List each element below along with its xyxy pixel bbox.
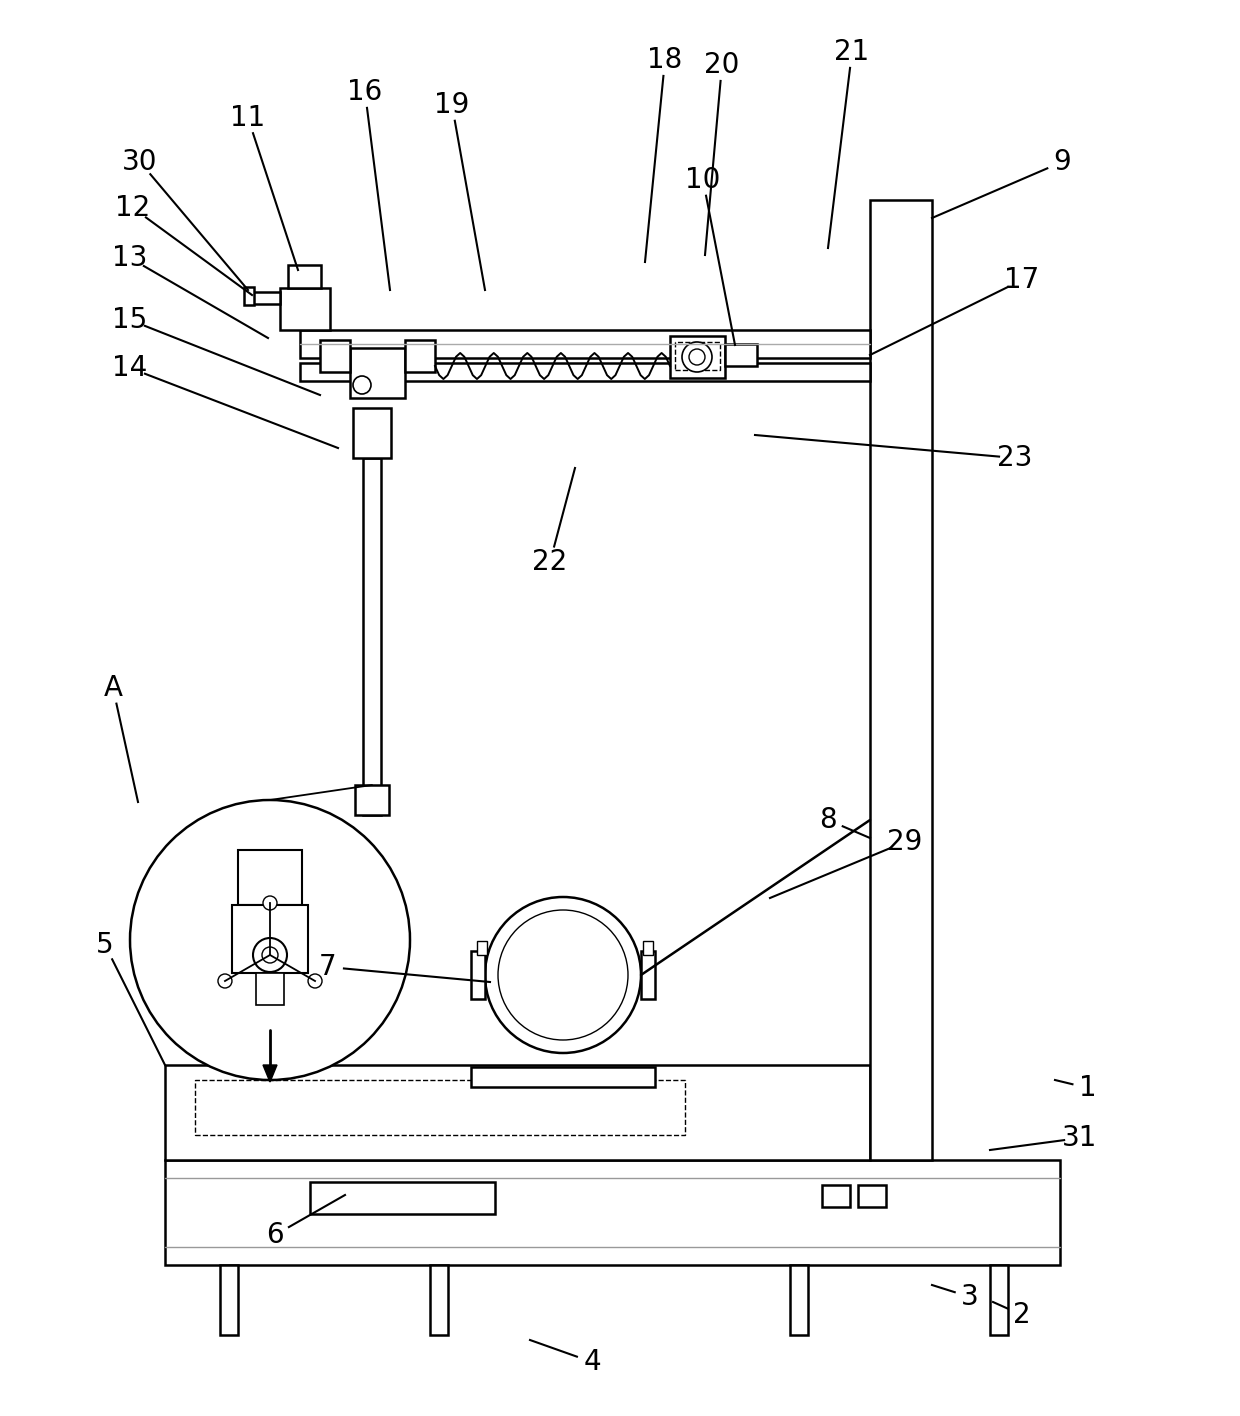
Text: A: A	[103, 674, 123, 702]
Bar	[641, 952, 655, 1000]
Bar	[790, 1264, 808, 1335]
Text: 11: 11	[231, 103, 265, 132]
Circle shape	[485, 896, 641, 1054]
Bar	[858, 1185, 887, 1206]
Bar	[670, 336, 725, 378]
Text: 1: 1	[1079, 1073, 1097, 1102]
Bar	[350, 348, 405, 398]
Bar	[165, 1160, 1060, 1264]
Text: 3: 3	[961, 1283, 978, 1311]
Text: 17: 17	[1004, 266, 1039, 295]
Text: 8: 8	[820, 806, 837, 834]
Bar	[300, 362, 870, 381]
Text: 10: 10	[686, 166, 720, 194]
Text: 19: 19	[434, 91, 470, 119]
Circle shape	[498, 910, 627, 1039]
Bar	[477, 942, 487, 954]
Text: 21: 21	[835, 38, 869, 67]
Bar	[353, 408, 391, 457]
Bar	[252, 292, 280, 304]
Bar	[280, 287, 330, 330]
Circle shape	[218, 974, 232, 988]
Circle shape	[353, 377, 371, 394]
Text: 29: 29	[888, 828, 923, 857]
Text: 16: 16	[347, 78, 383, 106]
Text: 31: 31	[1063, 1124, 1097, 1153]
Bar	[300, 330, 870, 358]
Bar	[288, 265, 321, 287]
Text: 9: 9	[1053, 149, 1071, 176]
Circle shape	[689, 348, 706, 365]
Text: 22: 22	[532, 548, 568, 576]
Text: 30: 30	[123, 149, 157, 176]
Text: 2: 2	[1013, 1301, 1030, 1330]
Bar	[471, 952, 485, 1000]
Bar	[232, 905, 308, 973]
Bar	[874, 202, 928, 1158]
Bar	[822, 1185, 849, 1206]
Circle shape	[682, 343, 712, 372]
Bar	[320, 340, 350, 372]
Bar	[219, 1264, 238, 1335]
Bar	[430, 1264, 448, 1335]
Text: 12: 12	[115, 194, 150, 222]
Bar	[195, 1080, 684, 1136]
Text: 18: 18	[647, 45, 683, 74]
Circle shape	[263, 896, 277, 910]
Circle shape	[262, 947, 278, 963]
Bar	[363, 457, 381, 816]
Bar	[238, 850, 303, 905]
Text: 4: 4	[583, 1348, 601, 1376]
Circle shape	[253, 937, 286, 971]
Circle shape	[130, 800, 410, 1080]
Text: 5: 5	[97, 930, 114, 959]
Bar	[471, 1068, 655, 1087]
Bar	[244, 287, 254, 304]
Text: 7: 7	[319, 953, 337, 981]
Text: 23: 23	[997, 445, 1033, 472]
Text: 15: 15	[113, 306, 148, 334]
Text: 6: 6	[267, 1221, 284, 1249]
Polygon shape	[263, 1065, 277, 1082]
Bar	[165, 1065, 870, 1160]
Bar	[310, 1182, 495, 1214]
Text: 14: 14	[113, 354, 148, 382]
Text: 13: 13	[113, 244, 148, 272]
Bar	[990, 1264, 1008, 1335]
Bar	[644, 942, 653, 954]
Bar	[355, 784, 389, 816]
Bar	[725, 344, 756, 365]
Bar	[255, 973, 284, 1005]
Circle shape	[308, 974, 322, 988]
Bar	[675, 343, 720, 370]
Bar	[870, 200, 932, 1160]
Text: 20: 20	[704, 51, 740, 79]
Bar	[405, 340, 435, 372]
